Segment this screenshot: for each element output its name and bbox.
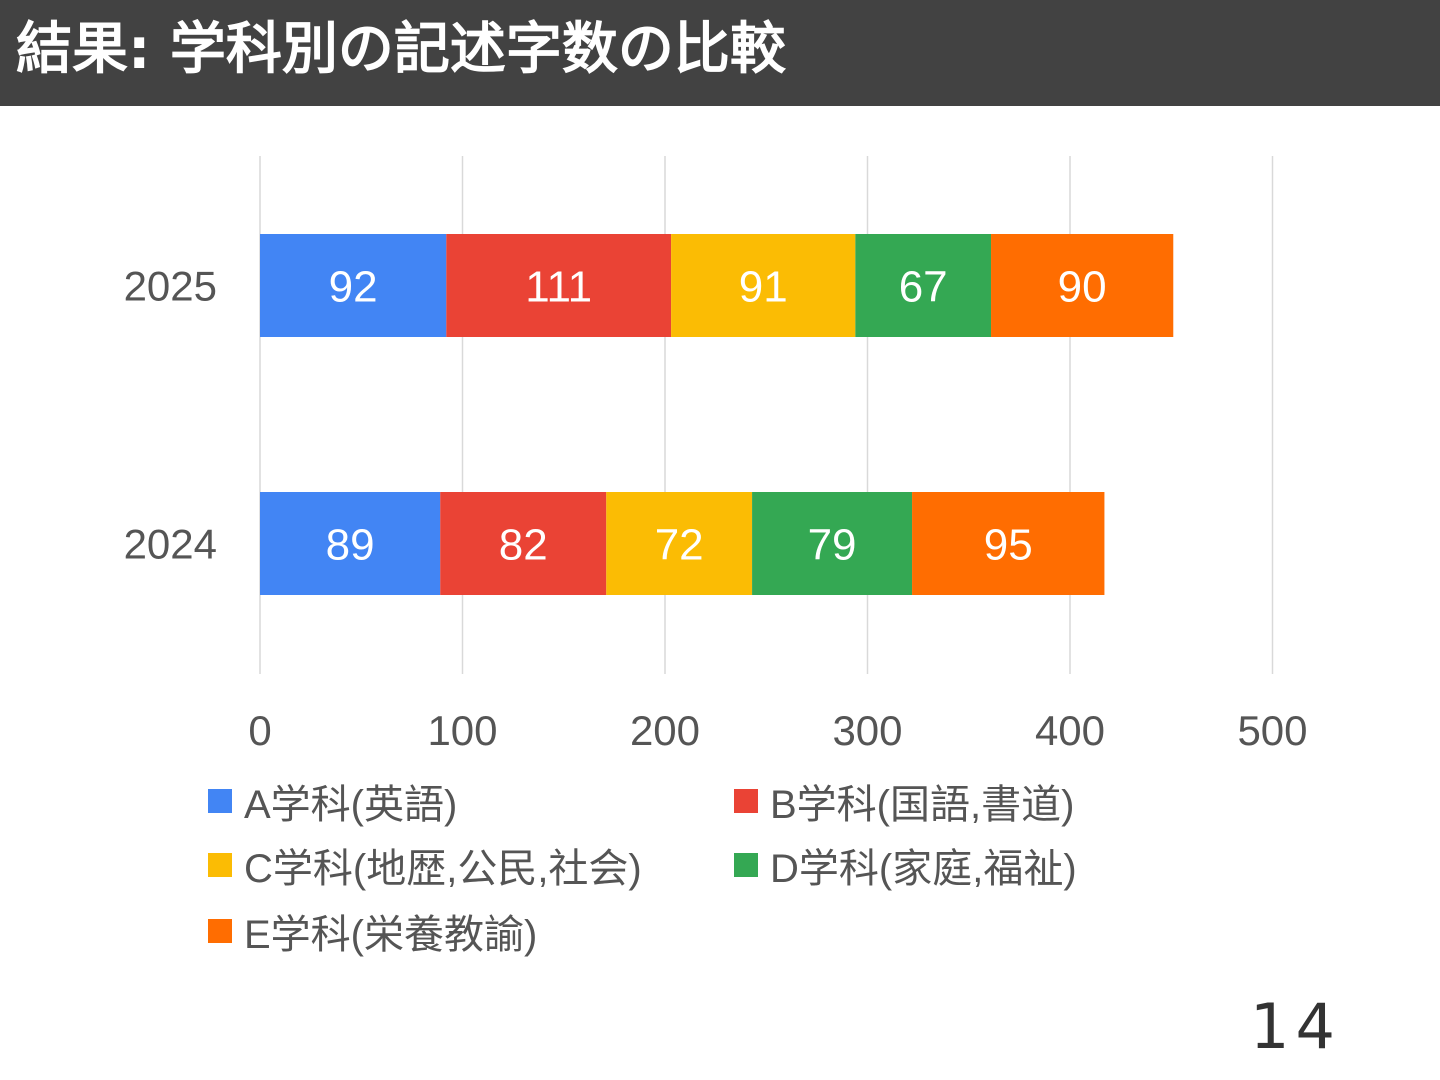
bar-segment [260,234,447,337]
x-tick-label: 400 [1035,707,1105,754]
data-label: 79 [808,521,857,570]
bar-segment [671,234,856,337]
data-label: 82 [499,521,548,570]
data-label: 67 [899,263,948,312]
data-label: 89 [326,521,375,570]
data-label: 92 [329,263,378,312]
slide-title: 結果: 学科別の記述字数の比較 [16,17,786,82]
data-label: 95 [984,521,1033,570]
legend-item: C学科(地歴,公民,社会) [208,836,642,894]
data-label: 91 [739,263,788,312]
bar-segment [440,492,607,595]
page-number: 14 [1250,990,1341,1063]
data-label: 72 [655,521,704,570]
data-label: 111 [525,263,592,312]
legend-label: C学科(地歴,公民,社会) [244,847,642,891]
legend-label: D学科(家庭,福祉) [770,847,1077,891]
legend-label: B学科(国語,書道) [770,783,1075,827]
legend-swatch [734,789,758,813]
legend-swatch [208,789,232,813]
y-category-label: 2025 [124,263,217,310]
x-tick-label: 100 [427,707,497,754]
legend-item: E学科(栄養教諭) [208,902,537,960]
x-tick-label: 200 [630,707,700,754]
data-label: 90 [1058,263,1107,312]
stacked-bar-chart: 0 100 200 300 400 500 2025 92 111 91 67 90 2024 89 82 7… [124,156,1308,754]
legend-item: B学科(国語,書道) [734,772,1074,830]
title-bar: 結果: 学科別の記述字数の比較 [0,0,1440,106]
legend-item: A学科(英語) [208,772,457,830]
bar-segment [446,234,672,337]
legend-swatch [208,919,232,943]
legend-swatch [208,853,232,877]
legend-swatch [734,853,758,877]
legend-label: E学科(栄養教諭) [244,913,538,957]
bar-segment [606,492,753,595]
bar-segment [752,492,913,595]
x-tick-label: 500 [1237,707,1307,754]
x-tick-label: 300 [832,707,902,754]
legend-item: D学科(家庭,福祉) [734,836,1077,894]
x-tick-label: 0 [248,707,271,754]
bar-segment [912,492,1105,595]
legend-label: A学科(英語) [244,783,458,827]
bar-segment [991,234,1174,337]
bar-segment [260,492,441,595]
bar-segment [855,234,992,337]
y-category-label: 2024 [124,521,217,568]
